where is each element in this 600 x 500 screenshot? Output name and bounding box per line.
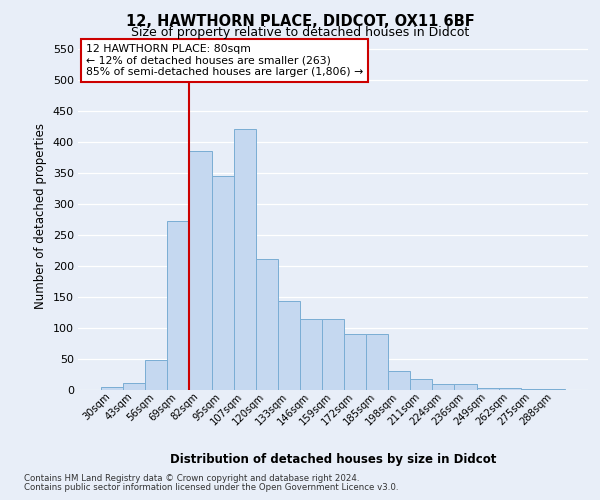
Text: Distribution of detached houses by size in Didcot: Distribution of detached houses by size …: [170, 452, 496, 466]
Y-axis label: Number of detached properties: Number of detached properties: [34, 123, 47, 309]
Bar: [388, 372, 410, 390]
Bar: [366, 334, 388, 390]
Bar: [322, 318, 344, 390]
Bar: [278, 302, 300, 390]
Bar: [123, 383, 145, 390]
Bar: [476, 388, 499, 390]
Text: Size of property relative to detached houses in Didcot: Size of property relative to detached ho…: [131, 26, 469, 39]
Bar: [233, 130, 256, 390]
Bar: [410, 379, 433, 390]
Bar: [212, 176, 233, 390]
Bar: [167, 221, 190, 390]
Text: 12 HAWTHORN PLACE: 80sqm
← 12% of detached houses are smaller (263)
85% of semi-: 12 HAWTHORN PLACE: 80sqm ← 12% of detach…: [86, 44, 363, 78]
Text: Contains public sector information licensed under the Open Government Licence v3: Contains public sector information licen…: [24, 484, 398, 492]
Text: 12, HAWTHORN PLACE, DIDCOT, OX11 6BF: 12, HAWTHORN PLACE, DIDCOT, OX11 6BF: [125, 14, 475, 29]
Bar: [454, 384, 476, 390]
Bar: [190, 151, 212, 390]
Bar: [433, 384, 454, 390]
Bar: [101, 387, 123, 390]
Bar: [499, 388, 521, 390]
Bar: [145, 360, 167, 390]
Bar: [300, 318, 322, 390]
Bar: [543, 389, 565, 390]
Text: Contains HM Land Registry data © Crown copyright and database right 2024.: Contains HM Land Registry data © Crown c…: [24, 474, 359, 483]
Bar: [256, 259, 278, 390]
Bar: [344, 334, 366, 390]
